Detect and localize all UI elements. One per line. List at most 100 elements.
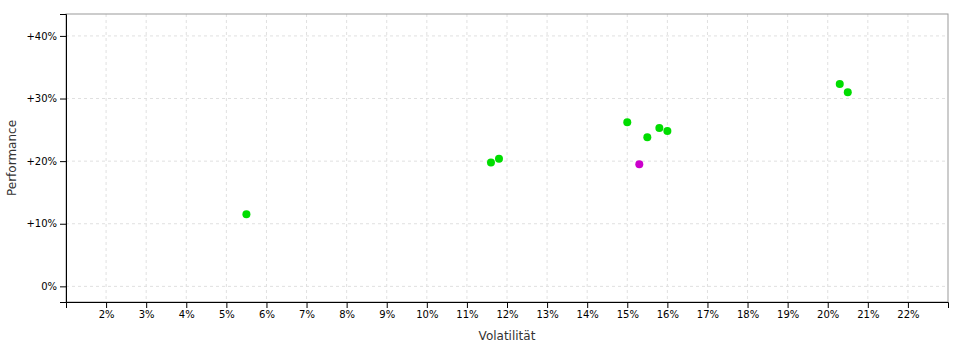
y-tick: +30% [26, 93, 66, 104]
grid-line-x [827, 14, 828, 302]
x-tick-mark [106, 302, 107, 308]
grid-line-x [346, 14, 347, 302]
x-tick: 21% [857, 302, 879, 320]
grid-line-x [466, 14, 467, 302]
x-tick-mark [667, 302, 668, 308]
x-tick-mark [507, 302, 508, 308]
point [655, 124, 663, 132]
x-tick: 6% [259, 302, 275, 320]
y-tick-label: +20% [26, 156, 57, 167]
grid-line-x [587, 14, 588, 302]
x-tick: 18% [737, 302, 759, 320]
grid-line-x [386, 14, 387, 302]
x-tick-label: 11% [456, 309, 478, 320]
x-tick: 16% [657, 302, 679, 320]
grid-line-y [66, 35, 948, 36]
point [663, 127, 671, 135]
x-tick-mark [427, 302, 428, 308]
point [643, 133, 651, 141]
grid-line-x [266, 14, 267, 302]
grid [66, 14, 948, 302]
points [242, 80, 851, 218]
grid-line-x [627, 14, 628, 302]
plot-frame [66, 14, 948, 302]
y-tick: 0% [41, 281, 66, 292]
y-axis: 0% +10% +20% +30% +40% [26, 15, 66, 303]
x-tick-label: 3% [139, 309, 155, 320]
x-tick-mark [908, 302, 909, 308]
x-tick-mark [307, 302, 308, 308]
grid-line-x [507, 14, 508, 302]
x-tick: 9% [379, 302, 395, 320]
y-axis-title: Performance [5, 120, 19, 196]
x-tick: 17% [697, 302, 719, 320]
point [844, 88, 852, 96]
grid-line-x [306, 14, 307, 302]
x-tick: 5% [219, 302, 235, 320]
y-tick: +40% [26, 31, 66, 42]
x-tick-mark [868, 302, 869, 308]
x-tick-mark [587, 302, 588, 308]
x-tick: 22% [897, 302, 919, 320]
x-tick-label: 5% [219, 309, 235, 320]
point [487, 158, 495, 166]
grid-line-x [707, 14, 708, 302]
y-tick-mark [60, 161, 66, 162]
x-axis: 2%3%4%5%6%7%8%9%10%11%12%13%14%15%16%17%… [67, 302, 949, 320]
grid-line-y [66, 161, 948, 162]
x-tick: 10% [416, 302, 438, 320]
x-tick-mark [347, 302, 348, 308]
x-tick-label: 21% [857, 309, 879, 320]
grid-line-x [186, 14, 187, 302]
x-tick-label: 14% [577, 309, 599, 320]
x-tick-label: 6% [259, 309, 275, 320]
x-tick-label: 18% [737, 309, 759, 320]
y-tick-mark [60, 286, 66, 287]
grid-line-y [66, 223, 948, 224]
x-tick-label: 10% [416, 309, 438, 320]
grid-line-x [106, 14, 107, 302]
x-tick-mark [186, 302, 187, 308]
x-tick: 12% [496, 302, 518, 320]
x-tick-label: 15% [617, 309, 639, 320]
grid-line-x [547, 14, 548, 302]
x-tick-label: 20% [817, 309, 839, 320]
chart: 2%3%4%5%6%7%8%9%10%11%12%13%14%15%16%17%… [0, 0, 966, 350]
point [495, 155, 503, 163]
point [623, 118, 631, 126]
x-tick-label: 8% [339, 309, 355, 320]
x-tick: 20% [817, 302, 839, 320]
x-tick-mark [748, 302, 749, 308]
x-tick-mark [146, 302, 147, 308]
x-tick: 8% [339, 302, 355, 320]
y-axis-line [60, 15, 67, 303]
x-tick-label: 2% [99, 309, 115, 320]
x-tick: 4% [179, 302, 195, 320]
x-tick-label: 22% [897, 309, 919, 320]
x-tick: 7% [299, 302, 315, 320]
x-tick-label: 9% [379, 309, 395, 320]
x-tick: 15% [617, 302, 639, 320]
grid-line-x [667, 14, 668, 302]
y-tick: +20% [26, 156, 66, 167]
y-tick-label: +40% [26, 31, 57, 42]
grid-line-y [66, 286, 948, 287]
point [242, 210, 250, 218]
x-tick-label: 4% [179, 309, 195, 320]
x-tick: 2% [99, 302, 115, 320]
x-tick-mark [707, 302, 708, 308]
grid-line-y [66, 98, 948, 99]
y-tick-label: +30% [26, 93, 57, 104]
plot: 2%3%4%5%6%7%8%9%10%11%12%13%14%15%16%17%… [26, 14, 948, 320]
x-tick-label: 12% [496, 309, 518, 320]
x-tick-mark [266, 302, 267, 308]
y-tick-mark [60, 36, 66, 37]
y-tick-label: +10% [26, 218, 57, 229]
y-tick-mark [60, 99, 66, 100]
grid-line-x [146, 14, 147, 302]
x-axis-line [67, 303, 949, 309]
y-tick-label: 0% [41, 281, 57, 292]
x-tick-label: 17% [697, 309, 719, 320]
grid-line-x [787, 14, 788, 302]
y-tick: +10% [26, 218, 66, 229]
